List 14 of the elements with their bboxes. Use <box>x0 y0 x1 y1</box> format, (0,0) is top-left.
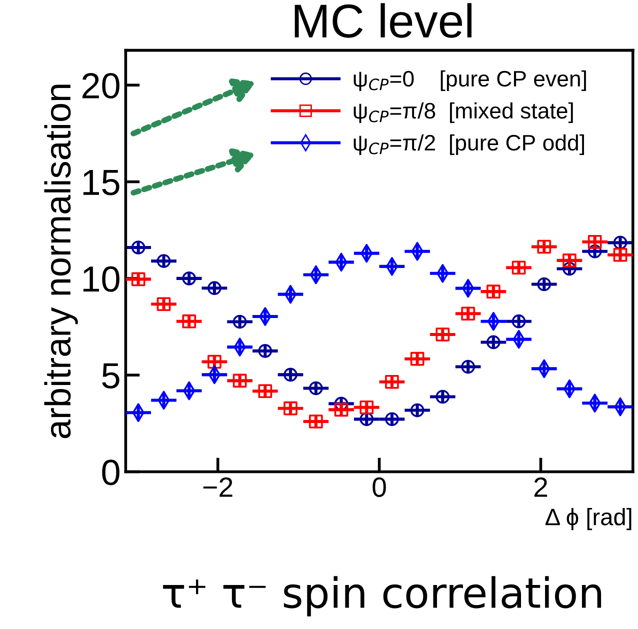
y-tick-label: 5 <box>102 363 120 389</box>
y-tick-label: 15 <box>83 170 120 196</box>
legend-label: ψ$_{CP}$=0 [pure CP even] <box>354 70 586 92</box>
x-tick-label: 0 <box>372 477 386 498</box>
legend-label: ψ$_{CP}$=π/8 [mixed state] <box>354 102 573 124</box>
x-tick-label: −2 <box>203 477 232 497</box>
chart-title: MC level <box>294 3 472 38</box>
x-tick-label: 2 <box>534 477 548 497</box>
y-tick-label: 20 <box>82 72 120 99</box>
x-axis-title: Δ ϕ [rad] <box>546 508 632 530</box>
y-axis-title: arbitrary normalisation <box>44 84 78 438</box>
legend-label: ψ$_{CP}$=π/2 [pure CP odd] <box>354 134 584 156</box>
y-tick-label: 10 <box>83 266 120 292</box>
text: τ⁺ τ⁻ spin correlation <box>163 576 602 616</box>
